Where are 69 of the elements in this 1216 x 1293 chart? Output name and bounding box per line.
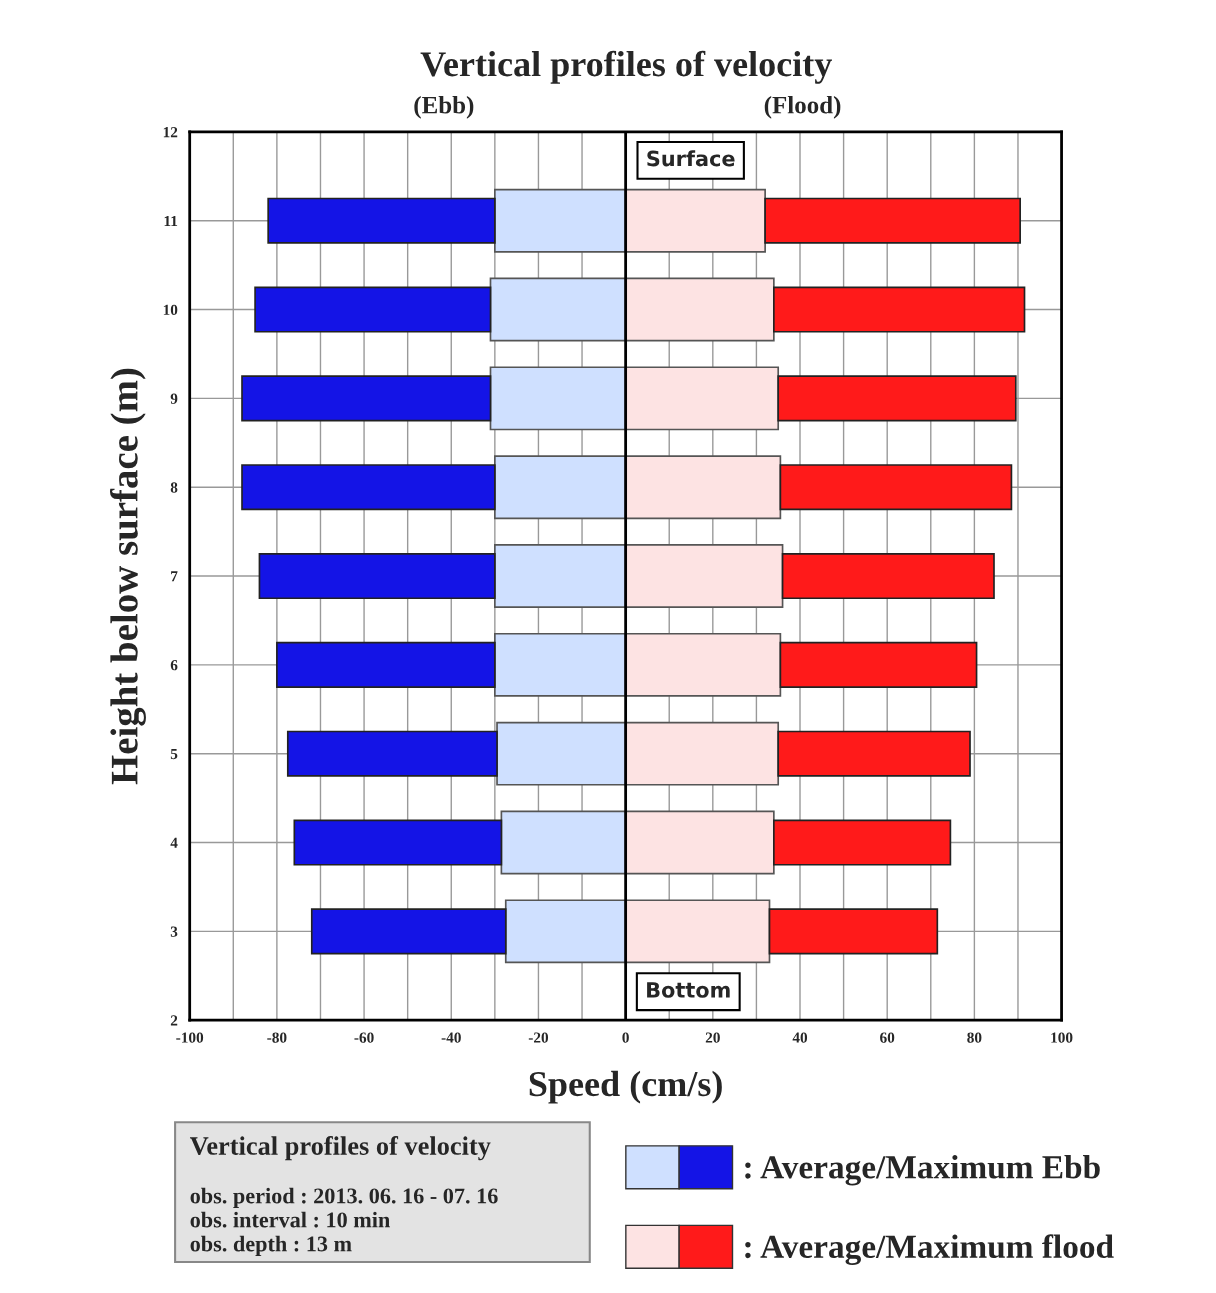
bar: [489, 277, 627, 342]
y-tick-label: 2: [170, 1015, 178, 1026]
bar: [286, 730, 498, 777]
y-axis-title: Height below surface (m): [109, 368, 146, 785]
bar: [494, 544, 627, 608]
bar: [777, 375, 1017, 422]
bar: [779, 641, 978, 688]
y-tick-label: 8: [170, 482, 178, 493]
bar: [241, 464, 496, 511]
x-tick-label: 40: [792, 1032, 808, 1043]
text: (Ebb): [414, 95, 474, 119]
bar: [781, 552, 995, 600]
bar: [258, 552, 496, 600]
y-tick-label: 10: [163, 304, 178, 315]
bar: [494, 455, 627, 520]
bar: [494, 632, 627, 697]
x-tick-label: 60: [880, 1032, 895, 1043]
y-tick-label: 3: [170, 926, 178, 937]
bar: [489, 366, 627, 431]
bar: [779, 464, 1013, 511]
x-tick-label: -80: [267, 1032, 287, 1043]
y-tick-label: 9: [170, 393, 178, 404]
x-tick-label: -20: [528, 1032, 549, 1043]
x-tick-label: -100: [176, 1032, 204, 1043]
bar: [624, 544, 784, 608]
y-tick-label: 6: [170, 660, 178, 671]
annotation: Bottom: [647, 982, 730, 998]
bar: [773, 286, 1026, 333]
bar: [624, 632, 782, 697]
bar: [777, 730, 971, 777]
bar: [267, 197, 496, 244]
legend-label: : Average/Maximum Ebb: [745, 1155, 1100, 1186]
y-tick-label: 11: [164, 215, 178, 227]
bar: [624, 188, 766, 253]
bar: [624, 366, 780, 431]
bar: [241, 375, 492, 422]
bar: [624, 899, 771, 964]
legend-label: : Average/Maximum flood: [745, 1234, 1114, 1266]
x-tick-label: 0: [622, 1032, 629, 1043]
bar: [293, 819, 503, 866]
bar: [624, 455, 782, 520]
bar: [773, 819, 952, 866]
annotation: Surface: [647, 150, 735, 167]
bar: [494, 188, 627, 253]
text: (Flood): [764, 95, 841, 119]
bar: [764, 197, 1021, 244]
chart-title: Vertical profiles of velocity: [420, 50, 832, 84]
x-tick-label: -60: [354, 1032, 374, 1043]
bar: [310, 908, 507, 955]
bar: [500, 810, 627, 875]
x-tick-label: 100: [1051, 1032, 1073, 1043]
x-axis-title: Speed (cm/s): [529, 1070, 722, 1104]
bar: [504, 899, 627, 964]
bar: [254, 286, 492, 333]
bar: [624, 277, 775, 342]
bar: [624, 810, 775, 875]
y-tick-label: 12: [163, 127, 178, 138]
bar: [276, 641, 496, 688]
bar: [496, 721, 627, 786]
text: obs. period : 2013. 06. 16 - 07. 16 obs. interval : 10 min obs. depth : 13 m: [190, 1187, 498, 1256]
x-tick-label: 20: [705, 1032, 720, 1043]
y-tick-label: 7: [171, 571, 178, 582]
text: Vertical profiles of velocity: [189, 1136, 491, 1161]
x-tick-label: -40: [441, 1032, 461, 1043]
bar: [768, 908, 939, 955]
bar: [624, 721, 780, 786]
y-tick-label: 4: [170, 837, 178, 848]
y-tick-label: 5: [170, 748, 178, 760]
x-tick-label: 80: [967, 1032, 982, 1043]
